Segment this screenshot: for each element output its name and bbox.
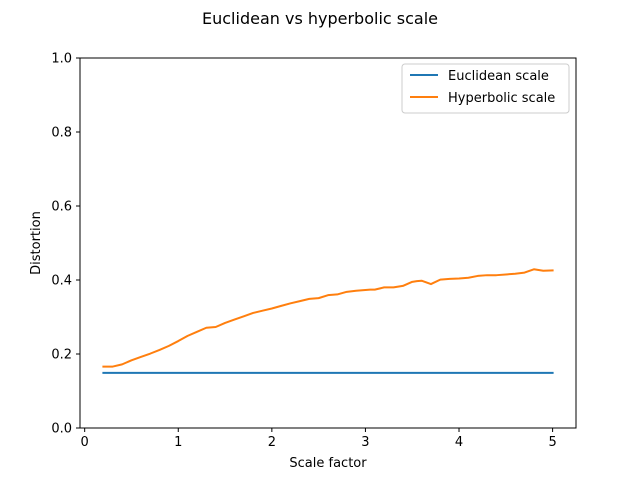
y-tick-label: 0.2 [51, 348, 72, 363]
y-tick-label: 0.6 [51, 200, 72, 215]
x-tick-label: 4 [455, 435, 463, 450]
y-tick-label: 1.0 [51, 52, 72, 67]
plot-area [80, 58, 576, 428]
y-axis-ticks: 0.0 0.2 0.4 0.6 0.8 1.0 [51, 52, 80, 437]
x-axis-label: Scale factor [289, 456, 367, 471]
x-tick-label: 3 [361, 435, 369, 450]
series-layer [102, 268, 554, 374]
x-axis-ticks: 0 1 2 3 4 5 [81, 428, 557, 450]
y-tick-label: 0.0 [51, 422, 72, 437]
y-axis-label: Distortion [29, 211, 44, 275]
legend-label-euclidean: Euclidean scale [448, 69, 549, 84]
axes-frame [79, 57, 577, 429]
x-tick-label: 5 [548, 435, 556, 450]
legend-box [401, 63, 570, 114]
y-tick-label: 0.8 [51, 126, 72, 141]
x-tick-label: 1 [174, 435, 182, 450]
chart-title: Euclidean vs hyperbolic scale [202, 9, 438, 28]
y-tick-label: 0.4 [51, 274, 72, 289]
legend-label-hyperbolic: Hyperbolic scale [448, 91, 555, 106]
x-tick-label: 0 [81, 435, 89, 450]
series-line-hyperbolic [102, 268, 554, 368]
legend: Euclidean scale Hyperbolic scale [401, 63, 570, 114]
x-tick-label: 2 [268, 435, 276, 450]
